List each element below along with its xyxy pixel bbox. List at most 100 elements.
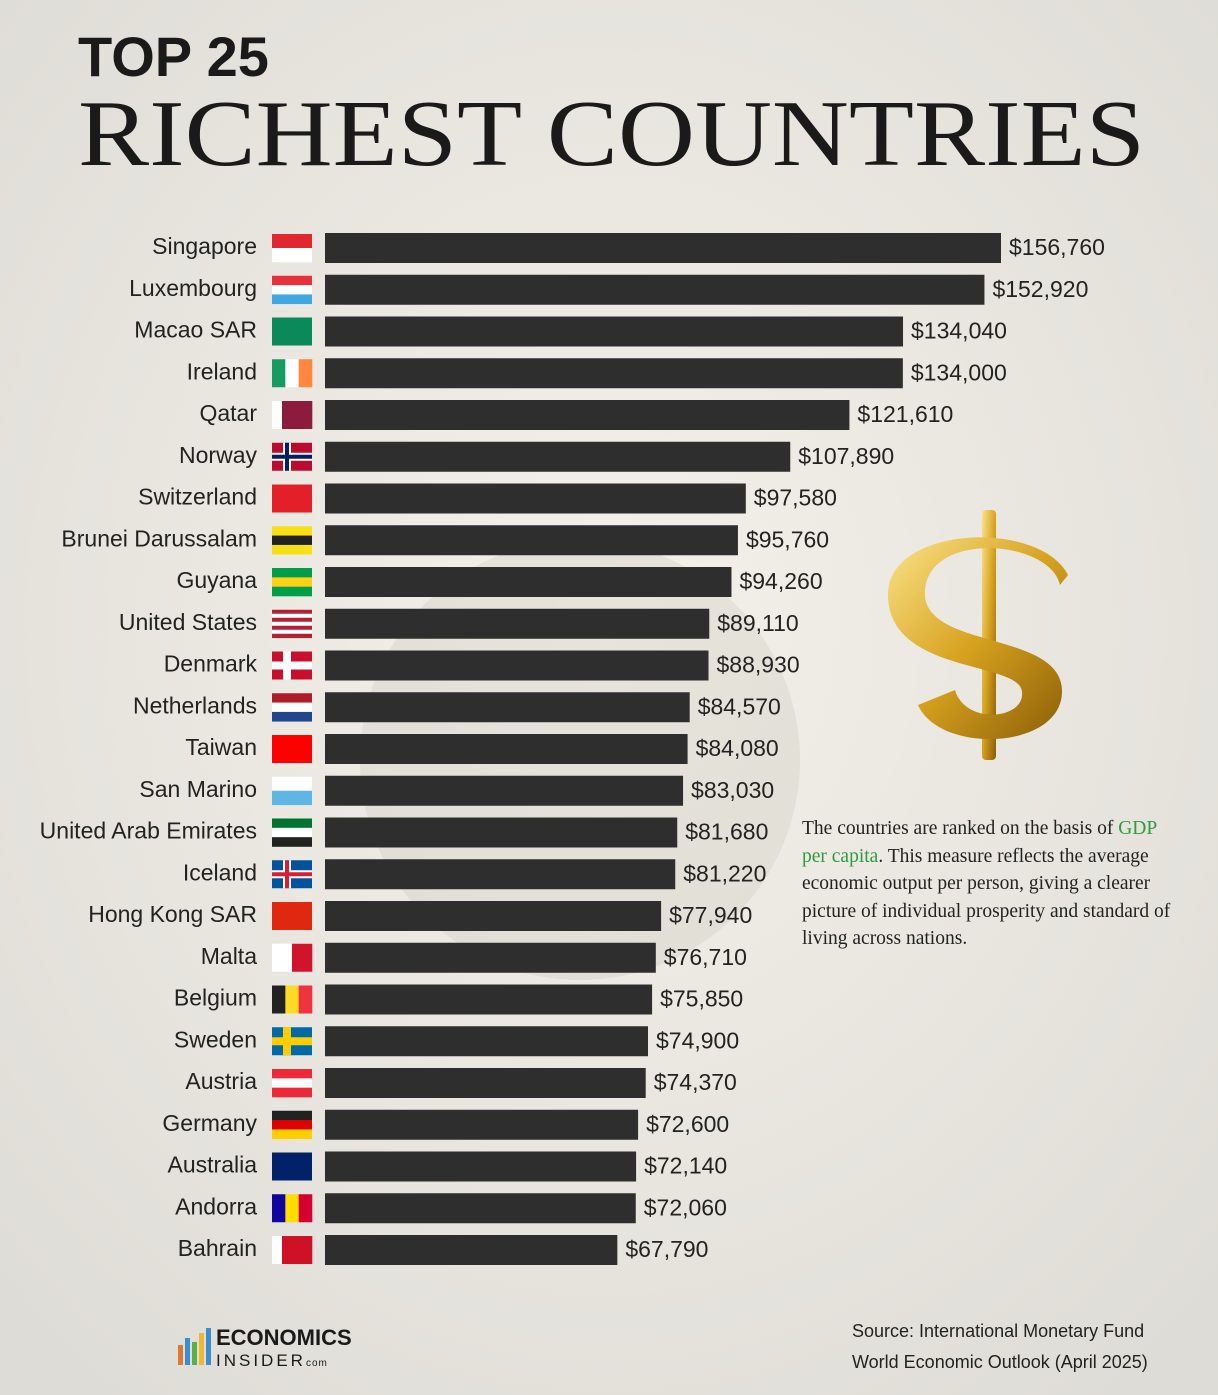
flag-stripe xyxy=(272,827,312,838)
logo: ECONOMICS INSIDERcom xyxy=(178,1325,352,1370)
bar xyxy=(325,942,656,973)
flag-stripe xyxy=(272,985,286,1014)
bar xyxy=(325,775,684,806)
flag xyxy=(272,818,312,847)
flag xyxy=(272,609,312,639)
flag-stripe xyxy=(292,401,303,429)
category-label: Iceland xyxy=(183,859,257,885)
bar xyxy=(325,316,904,347)
category-label: Sweden xyxy=(174,1026,257,1052)
flag xyxy=(272,1069,312,1098)
flag-stripe xyxy=(272,621,312,627)
flag xyxy=(272,234,312,263)
flag xyxy=(272,1236,313,1264)
bar xyxy=(325,608,710,639)
category-label: Switzerland xyxy=(138,484,257,510)
flag-stripe xyxy=(272,248,312,263)
bar xyxy=(325,1235,618,1265)
flag-stripe xyxy=(272,1236,283,1264)
value-label: $67,790 xyxy=(625,1236,708,1262)
bar xyxy=(325,859,676,890)
category-label: Norway xyxy=(179,442,257,468)
value-label: $76,710 xyxy=(664,944,747,970)
category-label: San Marino xyxy=(139,776,257,802)
value-label: $134,000 xyxy=(911,359,1007,385)
bar xyxy=(325,483,746,514)
value-label: $72,600 xyxy=(646,1111,729,1137)
source-line: Source: International Monetary Fund xyxy=(852,1321,1144,1341)
bar xyxy=(325,817,678,848)
category-label: Taiwan xyxy=(185,734,257,760)
flag-stripe xyxy=(272,1069,312,1079)
flag-stripe xyxy=(272,776,312,792)
value-label: $81,680 xyxy=(685,819,768,845)
category-label: Ireland xyxy=(187,358,257,384)
value-label: $156,760 xyxy=(1009,234,1105,260)
flag-stripe xyxy=(272,609,312,615)
flag-field xyxy=(272,735,312,763)
category-label: Andorra xyxy=(175,1193,257,1219)
bars: Singapore $156,760 Luxembourg $152,920 Macao… xyxy=(40,233,1105,1265)
chart-title: TOP 25 xyxy=(78,25,269,88)
flag-stripe xyxy=(292,1236,303,1264)
flag-field xyxy=(272,317,312,346)
flag-stripe xyxy=(298,985,313,1014)
flag-stripe xyxy=(282,401,293,429)
note-text: . This measure reflects the average econ… xyxy=(802,845,1171,950)
flag xyxy=(272,1194,313,1223)
category-label: Singapore xyxy=(152,233,257,259)
flag xyxy=(272,568,312,597)
category-label: Hong Kong SAR xyxy=(88,901,257,927)
bar xyxy=(325,400,850,430)
flag-stripe xyxy=(272,526,312,536)
flag xyxy=(272,1027,312,1056)
flag xyxy=(272,1110,312,1140)
bar xyxy=(325,734,688,764)
flag-stripe xyxy=(272,275,312,286)
flag-cross xyxy=(272,454,312,459)
bar xyxy=(325,274,985,305)
flag-stripe xyxy=(272,943,293,972)
flag-stripe xyxy=(292,943,313,972)
flag-stripe xyxy=(272,702,312,713)
source-line: World Economic Outlook (April 2025) xyxy=(852,1352,1148,1372)
annotation: The countries are ranked on the basis of… xyxy=(802,815,1182,953)
flag-stripe xyxy=(272,577,312,587)
category-label: Macao SAR xyxy=(134,317,257,343)
value-label: $72,060 xyxy=(644,1194,727,1220)
dollar-decoration xyxy=(887,510,1068,760)
category-label: Australia xyxy=(168,1152,258,1178)
flag xyxy=(272,1152,312,1181)
value-label: $84,570 xyxy=(698,693,781,719)
value-label: $72,140 xyxy=(644,1153,727,1179)
flag xyxy=(272,401,313,429)
flag xyxy=(272,359,313,388)
value-label: $75,850 xyxy=(660,986,743,1012)
flag-stripe xyxy=(285,1194,299,1223)
note-text: The countries are ranked on the basis of xyxy=(802,818,1119,839)
logo-line2-text: INSIDER xyxy=(216,1351,306,1370)
bar xyxy=(325,525,738,556)
flag-stripe xyxy=(272,711,312,722)
value-label: $95,760 xyxy=(746,526,829,552)
value-label: $94,260 xyxy=(739,568,822,594)
bar xyxy=(325,984,653,1015)
flag xyxy=(272,902,312,930)
flag-stripe xyxy=(282,1236,293,1264)
value-label: $97,580 xyxy=(754,485,837,511)
value-label: $89,110 xyxy=(717,610,798,636)
flag xyxy=(272,693,312,722)
bar xyxy=(325,1068,646,1098)
flag-stripe xyxy=(272,629,312,635)
value-label: $74,900 xyxy=(656,1027,739,1053)
category-label: Netherlands xyxy=(133,692,257,718)
flag-stripe xyxy=(272,294,312,305)
bar xyxy=(325,233,1001,263)
flag-stripe xyxy=(302,401,313,429)
category-label: Bahrain xyxy=(178,1235,257,1261)
flag-stripe xyxy=(272,633,312,639)
flag xyxy=(272,651,312,680)
flag-stripe xyxy=(298,1194,313,1223)
flag-stripe xyxy=(272,1087,312,1098)
